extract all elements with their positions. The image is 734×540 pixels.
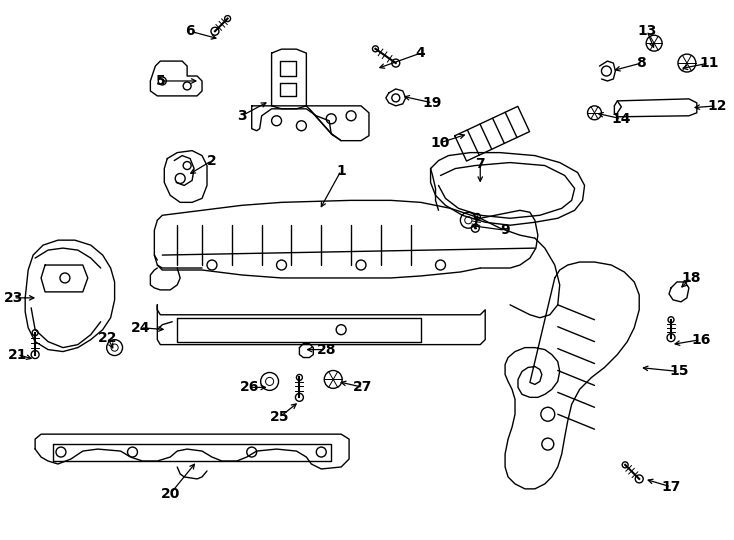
Text: 23: 23: [4, 291, 23, 305]
Text: 18: 18: [681, 271, 701, 285]
Text: 6: 6: [185, 24, 195, 38]
Text: 26: 26: [240, 380, 259, 394]
Text: 5: 5: [156, 74, 165, 88]
Text: 4: 4: [415, 46, 426, 60]
Text: 1: 1: [336, 164, 346, 178]
Text: 3: 3: [237, 109, 247, 123]
Text: 17: 17: [661, 480, 680, 494]
Text: 15: 15: [669, 364, 688, 379]
Text: 12: 12: [707, 99, 727, 113]
Text: 24: 24: [131, 321, 150, 335]
Text: 9: 9: [501, 223, 510, 237]
Text: 19: 19: [423, 96, 443, 110]
Text: 25: 25: [270, 410, 289, 424]
Text: 7: 7: [476, 157, 485, 171]
Text: 2: 2: [207, 153, 217, 167]
Text: 13: 13: [637, 24, 657, 38]
Text: 21: 21: [7, 348, 27, 362]
Text: 20: 20: [161, 487, 180, 501]
Text: 14: 14: [611, 112, 631, 126]
Text: 8: 8: [636, 56, 646, 70]
Text: 11: 11: [699, 56, 719, 70]
Text: 16: 16: [691, 333, 711, 347]
Text: 27: 27: [353, 380, 373, 394]
Text: 28: 28: [316, 342, 336, 356]
Text: 22: 22: [98, 330, 117, 345]
Text: 10: 10: [431, 136, 450, 150]
